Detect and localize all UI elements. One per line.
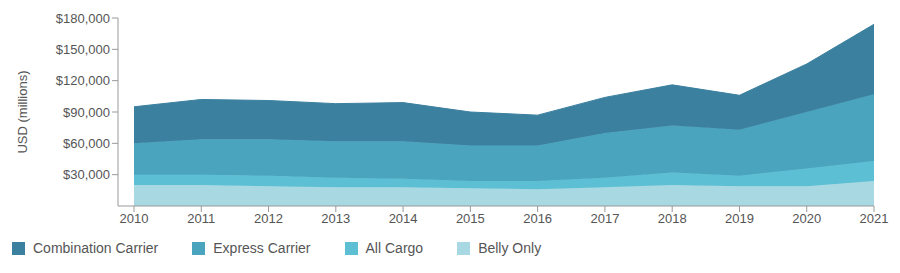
svg-text:$90,000: $90,000 bbox=[63, 105, 110, 120]
svg-text:2010: 2010 bbox=[120, 211, 149, 226]
svg-text:$60,000: $60,000 bbox=[63, 136, 110, 151]
svg-text:2020: 2020 bbox=[792, 211, 821, 226]
html-text:All Cargo: All Cargo bbox=[365, 240, 424, 256]
svg-text:$180,000: $180,000 bbox=[56, 11, 110, 26]
svg-text:2019: 2019 bbox=[725, 211, 754, 226]
svg-text:2018: 2018 bbox=[658, 211, 687, 226]
svg-text:2012: 2012 bbox=[254, 211, 283, 226]
svg-text:USD (millions): USD (millions) bbox=[15, 70, 30, 153]
svg-text:2021: 2021 bbox=[860, 211, 889, 226]
svg-text:2017: 2017 bbox=[590, 211, 619, 226]
svg-text:2011: 2011 bbox=[187, 211, 215, 226]
html-text:Express Carrier: Express Carrier bbox=[213, 240, 311, 256]
svg-text:2013: 2013 bbox=[321, 211, 350, 226]
svg-text:$30,000: $30,000 bbox=[63, 167, 110, 182]
svg-text:2015: 2015 bbox=[456, 211, 485, 226]
svg-text:2014: 2014 bbox=[389, 211, 418, 226]
html-text:Combination Carrier: Combination Carrier bbox=[33, 240, 159, 256]
svg-text:$120,000: $120,000 bbox=[56, 73, 110, 88]
svg-text:$150,000: $150,000 bbox=[56, 42, 110, 57]
svg-text:2016: 2016 bbox=[523, 211, 552, 226]
html-text:Belly Only: Belly Only bbox=[478, 240, 542, 256]
